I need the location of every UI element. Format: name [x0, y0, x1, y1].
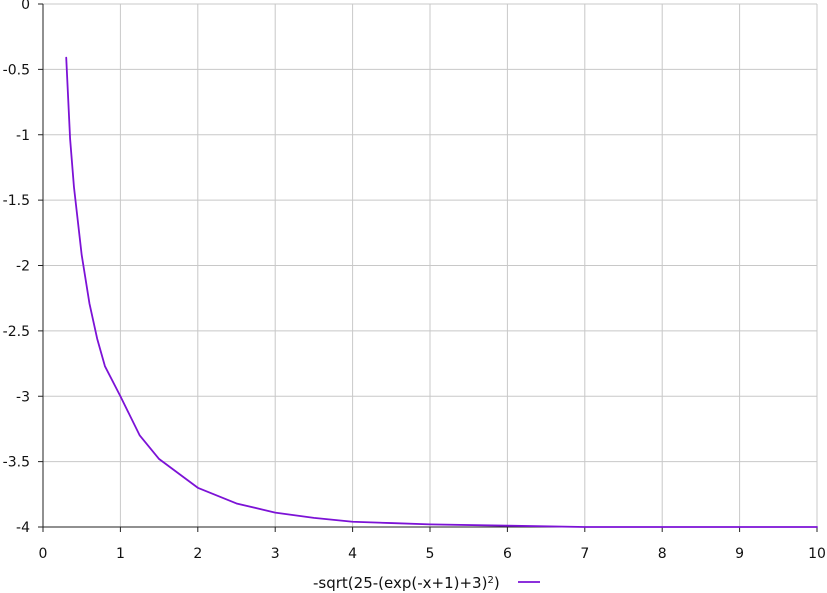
x-axis-tick-label: 1	[116, 546, 125, 562]
x-axis-tick-label: 3	[271, 546, 280, 562]
legend-label-superscript: 2	[487, 575, 493, 586]
x-axis-tick-label: 8	[658, 546, 667, 562]
x-axis-tick-label: 9	[735, 546, 744, 562]
y-axis-tick-label: -1	[16, 128, 30, 144]
y-axis-tick-label: -3	[16, 389, 30, 405]
legend-label-prefix: -sqrt(25-(exp(-x+1)+3)	[313, 574, 487, 592]
y-axis-tick-label: 0	[21, 0, 30, 13]
x-axis-tick-label: 7	[580, 546, 589, 562]
x-axis-tick-label: 10	[808, 546, 826, 562]
y-axis-tick-label: -2.5	[3, 324, 30, 340]
x-axis-tick-label: 4	[348, 546, 357, 562]
x-axis-tick-label: 2	[193, 546, 202, 562]
y-axis-tick-label: -3.5	[3, 455, 30, 471]
legend: -sqrt(25-(exp(-x+1)+3)2)	[313, 574, 540, 592]
x-axis-tick-label: 6	[503, 546, 512, 562]
series-line	[65, 56, 818, 528]
y-axis-tick-label: -4	[16, 520, 30, 536]
y-axis-tick-label: -1.5	[3, 193, 30, 209]
legend-label-suffix: )	[494, 574, 500, 592]
legend-label: -sqrt(25-(exp(-x+1)+3)2)	[313, 574, 500, 592]
x-axis-tick-label: 5	[426, 546, 435, 562]
y-axis-tick-label: -0.5	[3, 62, 30, 78]
y-axis-tick-label: -2	[16, 259, 30, 275]
x-axis-tick-label: 0	[39, 546, 48, 562]
